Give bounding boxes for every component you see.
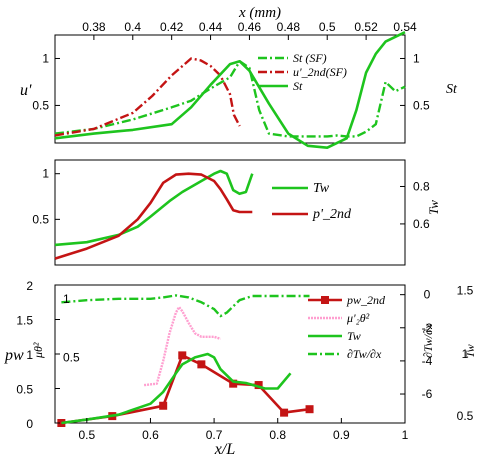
legend-top: St (SF)u'_2nd(SF)St — [258, 51, 347, 93]
bottom-y-tick-1: 0.5 — [16, 383, 33, 397]
bottom-y2b-axis-label: Tw — [463, 344, 477, 358]
top-y2-tick-1: 0.5 — [413, 98, 430, 112]
series-line-p0-1 — [54, 57, 241, 137]
data-point-p2-0-0 — [57, 419, 66, 427]
middle-y2-tick-1: 0.6 — [413, 217, 430, 231]
series-line-p1-0 — [54, 169, 254, 247]
top-x-tick-5: 0.48 — [277, 20, 301, 34]
bottom-x-tick-4: 0.9 — [333, 428, 350, 442]
ticks-layer: 1 1 0.5 0.5 1 0.5 0.8 0.6 0.5 0.6 0.7 0.8 0.9 1 0 0.5 1 1… — [16, 35, 474, 442]
series-line-p0-2 — [54, 31, 406, 149]
data-point-p2-0-6 — [254, 381, 263, 390]
data-point-p2-0-5 — [229, 379, 238, 388]
bottom-y2a-axis-label: ∂Tw/∂x — [421, 323, 435, 358]
bottom-y2b-tick-2: 0.5 — [457, 409, 474, 423]
top-y-tick-1: 0.5 — [32, 98, 49, 112]
bottom-inner-y-tick-0: 1 — [63, 292, 70, 306]
bottom-y-tick-4: 2 — [26, 279, 33, 293]
bottom-x-tick-2: 0.7 — [206, 428, 223, 442]
middle-y-tick-0: 1 — [42, 167, 49, 181]
bottom-x-tick-5: 1 — [402, 428, 409, 442]
data-point-p2-0-4 — [197, 360, 206, 369]
top-y-tick-0: 1 — [42, 51, 49, 65]
bottom-x-tick-1: 0.6 — [142, 428, 159, 442]
middle-y-tick-1: 0.5 — [32, 212, 49, 226]
bottom-y2b-tick-0: 1.5 — [457, 284, 474, 298]
legend-top-label-0: St (SF) — [293, 51, 327, 65]
series-line-p2-1 — [143, 305, 221, 387]
series-line-p1-1 — [54, 172, 253, 260]
middle-y2-tick-0: 0.8 — [413, 179, 430, 193]
legend-bot-label-1: μ'₂θ² — [346, 311, 370, 325]
bottom-x-tick-0: 0.5 — [78, 428, 95, 442]
top-y-axis-label: u' — [20, 82, 32, 99]
top-panel-frame — [54, 34, 406, 144]
data-point-p2-0-2 — [159, 401, 168, 410]
middle-panel-frame — [54, 159, 406, 266]
legend-bot-label-0: pw_2nd — [346, 293, 386, 307]
bottom-y2a-tick-1: -2 — [422, 321, 433, 335]
legend-bot-label-3: ∂Tw/∂x — [347, 347, 382, 361]
top-x-tick-labels: 0.38 0.4 0.42 0.44 0.46 0.48 0.5 0.52 0.54 — [82, 20, 417, 34]
legend-bot-label-2: Tw — [347, 329, 361, 343]
legend-bot-marker-0 — [321, 296, 329, 304]
data-point-p2-0-8 — [305, 405, 314, 414]
top-x-tick-6: 0.5 — [319, 20, 336, 34]
top-x-tick-3: 0.44 — [199, 20, 223, 34]
top-y2-tick-0: 1 — [413, 51, 420, 65]
bottom-x-axis-label: x/L — [214, 441, 236, 458]
legend-mid-label-0: Tw — [313, 181, 330, 196]
series-line-p2-2 — [61, 352, 292, 425]
middle-y2-axis-label: Tw — [426, 200, 441, 215]
legend-mid-label-1: p'_2nd — [312, 207, 352, 222]
data-point-p2-0-3 — [178, 351, 187, 360]
bottom-x-tick-3: 0.8 — [269, 428, 286, 442]
bottom-inner-y-tick-1: 0.5 — [63, 350, 80, 364]
top-x-tick-1: 0.4 — [124, 20, 141, 34]
top-x-tick-0: 0.38 — [82, 20, 106, 34]
series-line-p2-3 — [61, 294, 310, 318]
bottom-inner-y-axis-label: μθ² — [31, 342, 45, 359]
top-y2-axis-label: St — [446, 82, 458, 97]
bottom-y2a-tick-0: 0 — [424, 288, 431, 302]
legend-bottom: pw_2nd μ'₂θ² Tw ∂Tw/∂x — [308, 293, 386, 361]
top-x-tick-8: 0.54 — [393, 20, 417, 34]
bottom-y2a-tick-3: -6 — [422, 387, 433, 401]
top-x-axis-label: x (mm) — [238, 5, 281, 21]
series-layer — [54, 31, 406, 427]
data-point-p2-0-7 — [280, 408, 289, 417]
top-x-tick-7: 0.52 — [354, 20, 378, 34]
legend-top-label-2: St — [293, 79, 303, 93]
legend-top-label-1: u'_2nd(SF) — [293, 65, 347, 79]
legend-middle: Tw p'_2nd — [272, 181, 352, 222]
bottom-y-axis-label: pw — [4, 347, 24, 364]
series-line-p0-0 — [54, 60, 406, 138]
top-x-tick-2: 0.42 — [160, 20, 184, 34]
bottom-y2b-tick-1: 1 — [462, 347, 469, 361]
bottom-y-tick-3: 1.5 — [16, 314, 33, 328]
bottom-y-tick-0: 0 — [26, 417, 33, 431]
bottom-y-tick-2: 1 — [26, 348, 33, 362]
bottom-y2a-tick-2: -4 — [422, 354, 433, 368]
top-x-tick-4: 0.46 — [238, 20, 262, 34]
